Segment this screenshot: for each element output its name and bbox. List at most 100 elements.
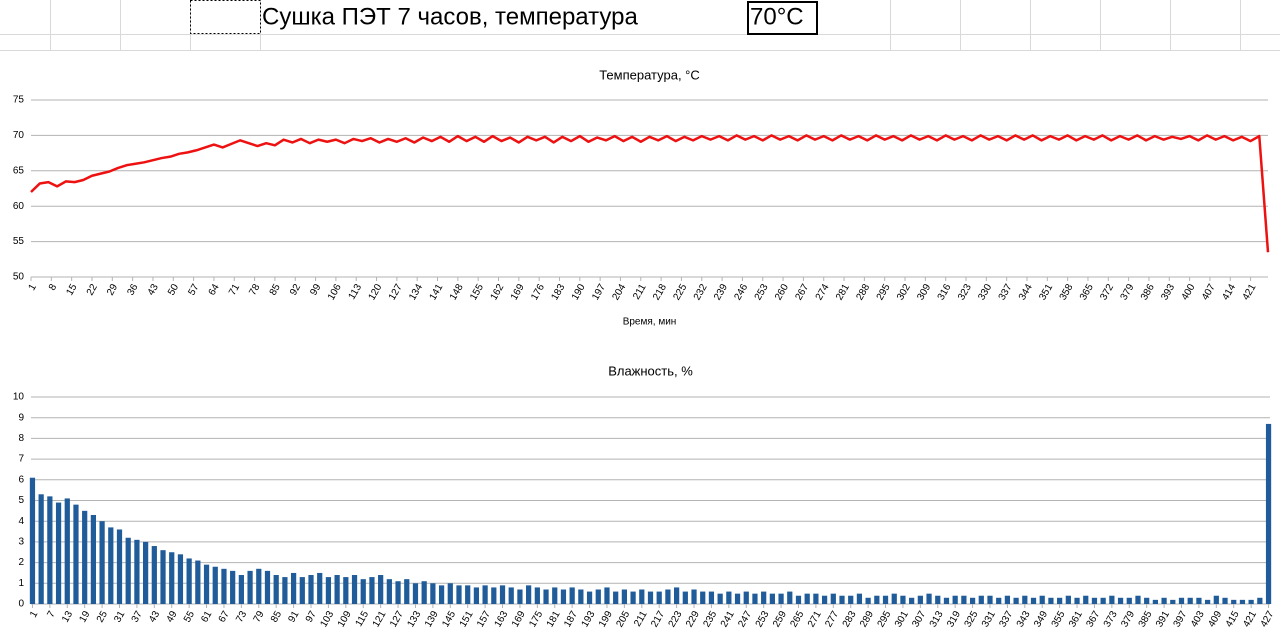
x-tick-label: 235 bbox=[701, 609, 719, 629]
x-tick-label: 295 bbox=[875, 282, 893, 302]
x-tick-label: 239 bbox=[712, 282, 730, 302]
x-tick-label: 134 bbox=[407, 282, 425, 302]
bar bbox=[1013, 597, 1019, 604]
y-tick-label: 5 bbox=[18, 495, 24, 506]
x-tick-label: 386 bbox=[1139, 282, 1157, 302]
bar bbox=[186, 558, 192, 604]
x-tick-label: 36 bbox=[125, 282, 140, 298]
x-tick-label: 265 bbox=[788, 609, 806, 629]
bar bbox=[1178, 597, 1185, 604]
bar bbox=[447, 583, 453, 604]
bar bbox=[769, 593, 775, 604]
temperature-line bbox=[30, 134, 1270, 253]
bar bbox=[935, 595, 941, 604]
bar bbox=[586, 591, 593, 604]
bar bbox=[325, 577, 332, 604]
x-tick-label: 197 bbox=[590, 282, 608, 302]
bar bbox=[351, 575, 358, 604]
bar bbox=[778, 593, 784, 604]
bar bbox=[203, 564, 210, 604]
bar bbox=[29, 477, 36, 604]
bar bbox=[569, 587, 575, 604]
x-tick-label: 407 bbox=[1200, 282, 1218, 302]
bar bbox=[761, 591, 767, 604]
y-tick-label: 0 bbox=[18, 599, 24, 610]
x-tick-label: 379 bbox=[1119, 282, 1137, 302]
bar bbox=[543, 589, 549, 604]
x-tick-label: 373 bbox=[1102, 609, 1120, 629]
x-tick-label: 127 bbox=[388, 609, 406, 629]
x-tick-label: 247 bbox=[736, 609, 754, 629]
y-tick-label: 65 bbox=[13, 165, 25, 176]
bar bbox=[613, 591, 619, 604]
x-tick-label: 267 bbox=[793, 282, 811, 302]
x-tick-label: 427 bbox=[1259, 609, 1277, 629]
x-tick-label: 218 bbox=[651, 282, 669, 302]
bar bbox=[125, 537, 131, 604]
x-tick-label: 61 bbox=[199, 609, 214, 625]
sheet-title[interactable]: Сушка ПЭТ 7 часов, температура bbox=[262, 3, 638, 30]
x-tick-label: 253 bbox=[753, 282, 771, 302]
x-tick-label: 8 bbox=[47, 282, 60, 293]
bar bbox=[604, 587, 610, 604]
bar bbox=[1074, 597, 1080, 604]
y-tick-label: 6 bbox=[18, 474, 24, 485]
x-tick-label: 391 bbox=[1154, 609, 1172, 629]
bar bbox=[1065, 595, 1071, 604]
x-tick-label: 1 bbox=[27, 282, 40, 293]
bar bbox=[273, 575, 279, 604]
y-tick-label: 4 bbox=[18, 516, 24, 527]
x-tick-label: 55 bbox=[182, 609, 197, 625]
x-tick-label: 349 bbox=[1032, 609, 1050, 629]
x-tick-label: 64 bbox=[207, 282, 222, 298]
x-tick-label: 232 bbox=[692, 282, 710, 302]
x-tick-label: 25 bbox=[95, 609, 110, 625]
bar bbox=[1257, 597, 1263, 604]
x-tick-label: 85 bbox=[269, 609, 284, 625]
x-tick-label: 148 bbox=[448, 282, 466, 302]
y-tick-label: 1 bbox=[18, 578, 24, 589]
x-tick-label: 43 bbox=[146, 282, 161, 298]
x-tick-label: 277 bbox=[823, 609, 841, 629]
x-tick-label: 139 bbox=[423, 609, 441, 629]
bar bbox=[952, 595, 958, 604]
x-tick-label: 302 bbox=[895, 282, 913, 302]
setpoint-cell[interactable]: 70°C bbox=[750, 3, 804, 30]
x-tick-label: 331 bbox=[980, 609, 998, 629]
bar bbox=[499, 585, 506, 604]
x-tick-label: 15 bbox=[64, 282, 79, 298]
bar bbox=[360, 579, 366, 604]
bar bbox=[1222, 597, 1228, 604]
x-tick-label: 330 bbox=[976, 282, 994, 302]
x-tick-label: 313 bbox=[928, 609, 946, 629]
bar bbox=[90, 514, 96, 604]
bar bbox=[508, 587, 514, 604]
x-tick-label: 246 bbox=[732, 282, 750, 302]
bar bbox=[430, 583, 436, 604]
bar bbox=[169, 552, 175, 604]
x-tick-label: 367 bbox=[1084, 609, 1102, 629]
x-tick-label: 372 bbox=[1098, 282, 1116, 302]
x-tick-label: 141 bbox=[428, 282, 446, 302]
bar bbox=[116, 529, 123, 604]
x-tick-label: 19 bbox=[77, 609, 92, 625]
x-tick-label: 281 bbox=[834, 282, 852, 302]
x-tick-label: 421 bbox=[1241, 609, 1259, 629]
bar bbox=[108, 527, 114, 604]
x-tick-label: 223 bbox=[667, 609, 685, 629]
active-cell[interactable] bbox=[747, 1, 818, 35]
bar bbox=[882, 595, 889, 604]
bar bbox=[421, 581, 427, 604]
bar bbox=[578, 589, 584, 604]
x-tick-label: 283 bbox=[841, 609, 859, 629]
bar bbox=[830, 593, 836, 604]
y-tick-label: 8 bbox=[18, 433, 24, 444]
bar bbox=[900, 595, 906, 604]
bar bbox=[734, 593, 741, 604]
x-tick-label: 217 bbox=[649, 609, 667, 629]
bar bbox=[343, 577, 349, 604]
x-tick-label: 379 bbox=[1119, 609, 1137, 629]
x-tick-label: 78 bbox=[247, 282, 262, 298]
bar bbox=[1213, 595, 1219, 604]
bar bbox=[465, 585, 471, 604]
